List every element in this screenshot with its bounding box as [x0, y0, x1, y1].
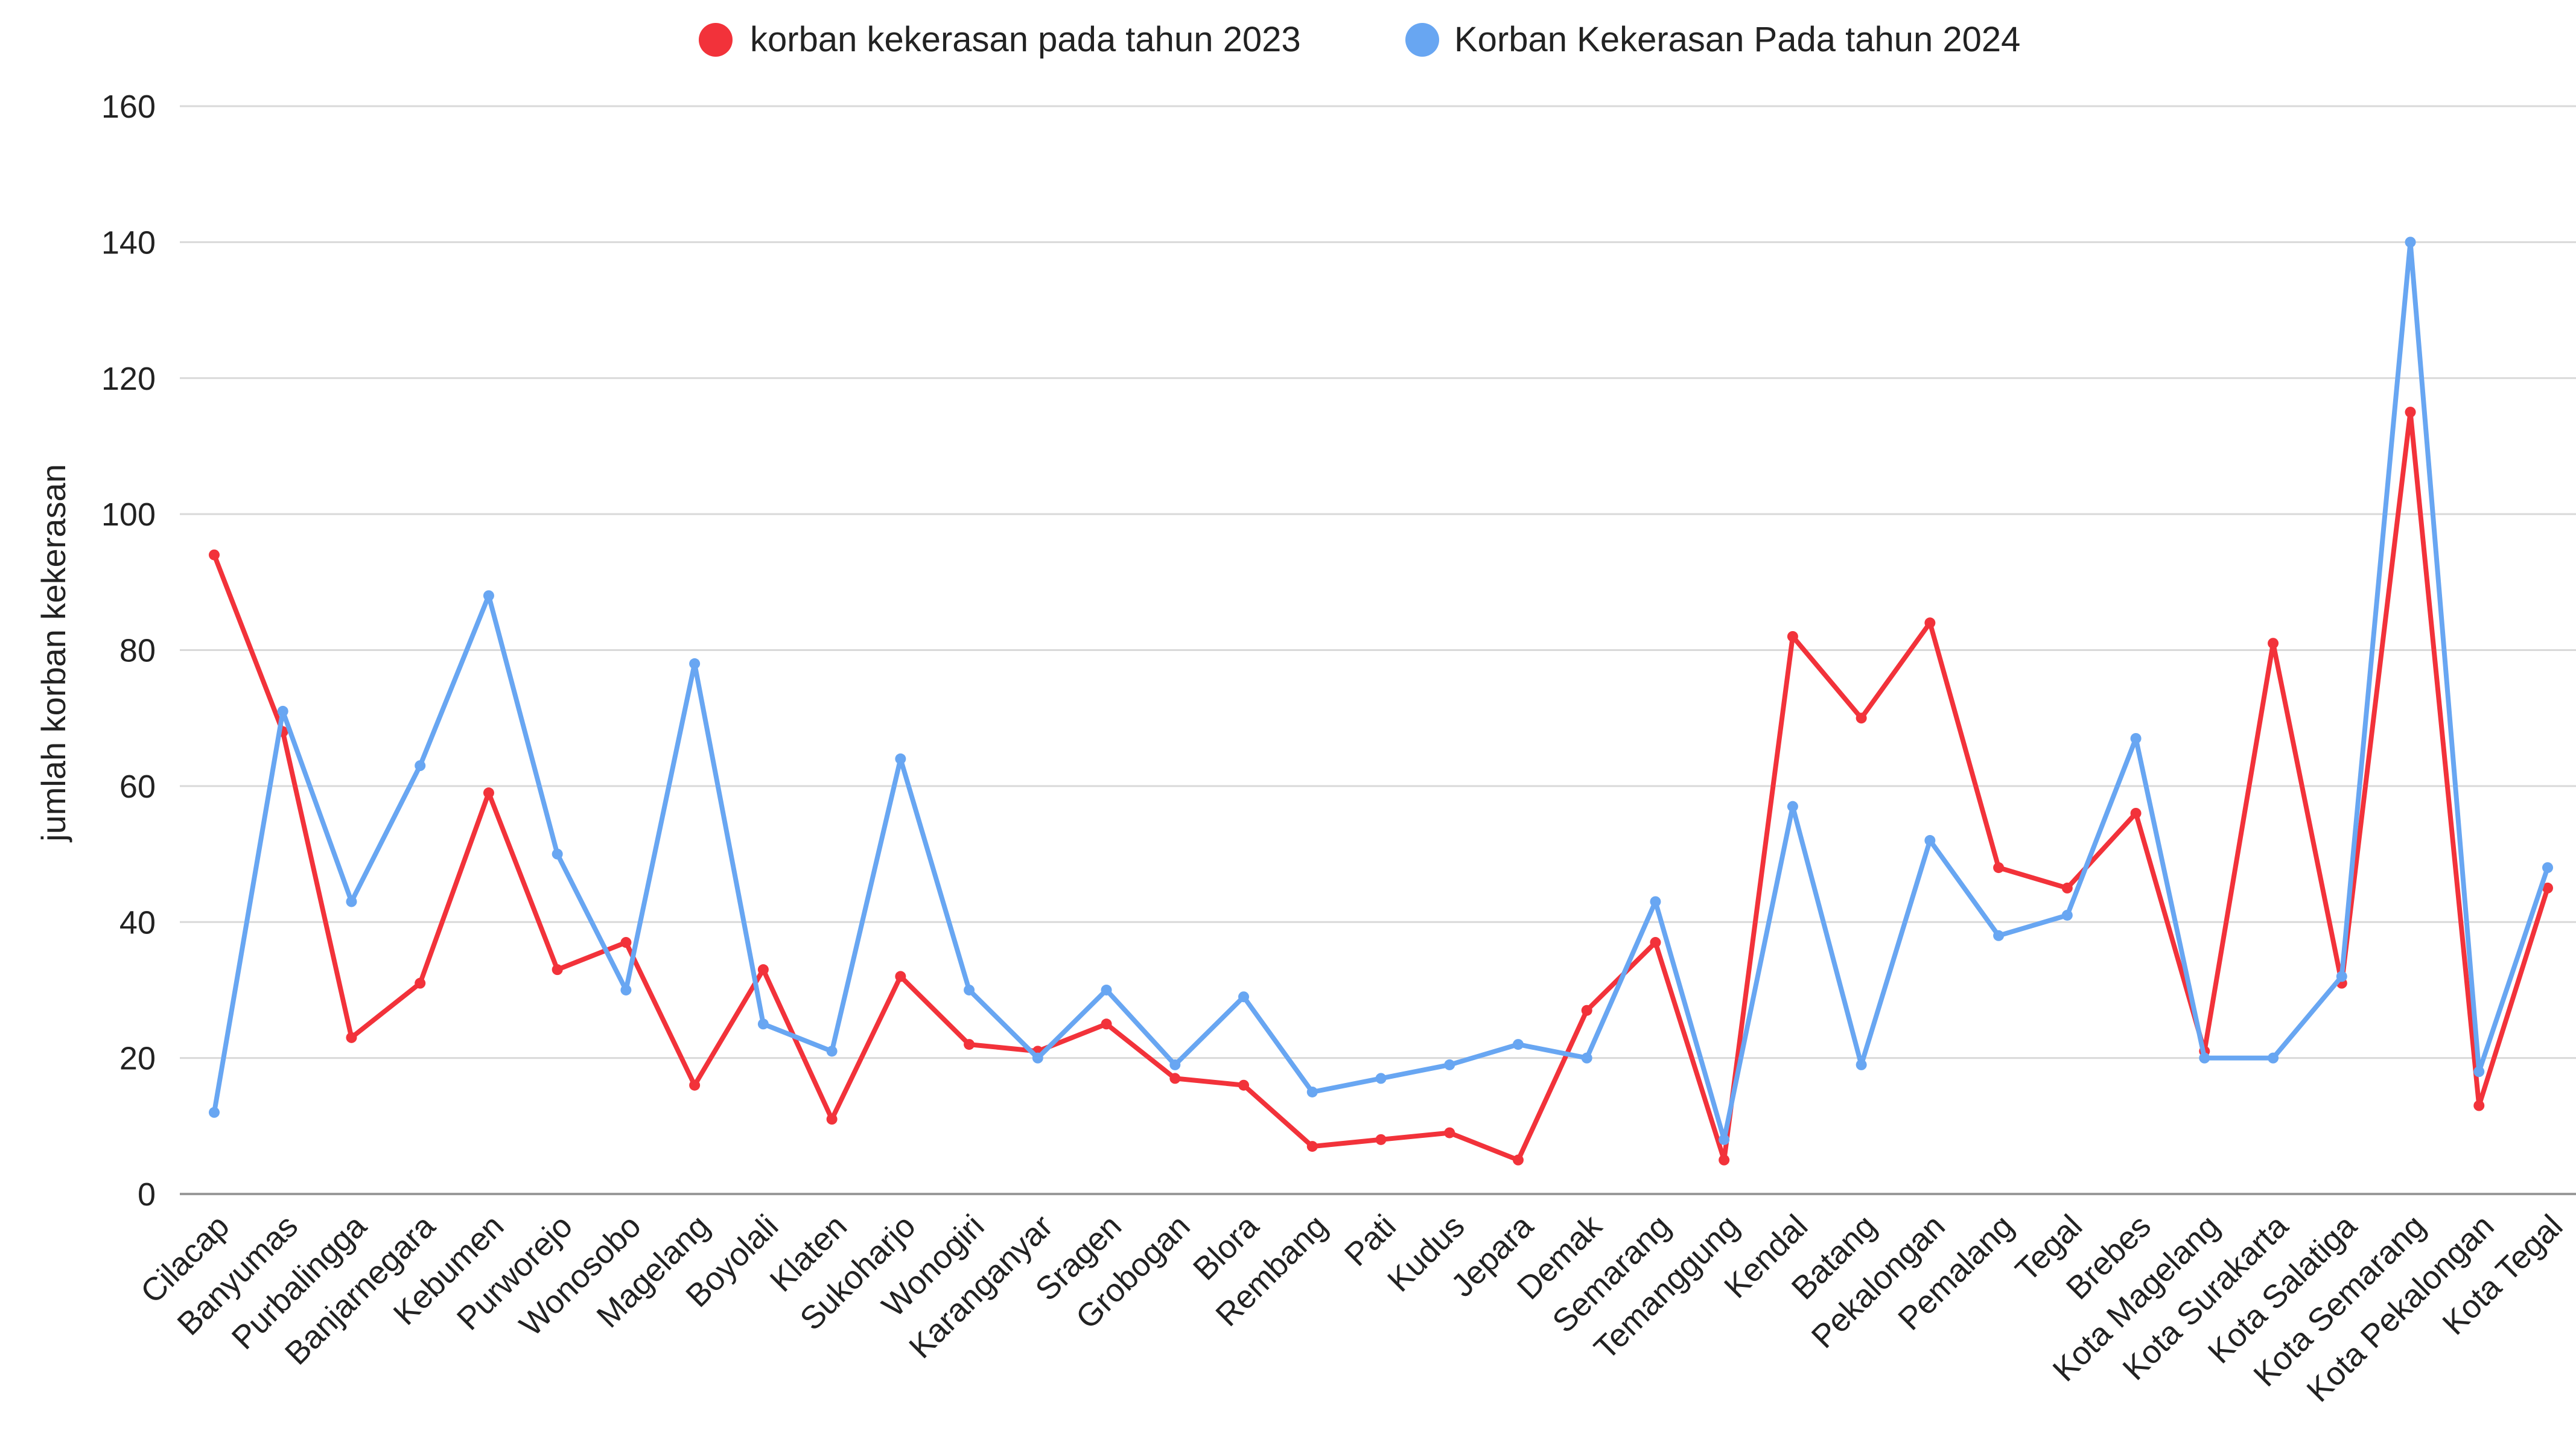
legend-marker-1 [699, 23, 733, 57]
data-point-2-kudus [1444, 1059, 1455, 1070]
data-point-2-wonogiri [964, 984, 975, 995]
data-point-1-semarang [1650, 937, 1661, 948]
data-point-2-banjarnegara [415, 760, 426, 772]
data-point-1-sukoharjo [895, 971, 906, 982]
data-point-1-cilacap [209, 549, 220, 560]
data-point-1-pemalang [1993, 862, 2005, 874]
data-point-2-kendal [1787, 801, 1798, 812]
data-point-1-kota-semarang [2405, 407, 2416, 418]
data-point-1-jepara [1512, 1154, 1524, 1166]
y-tick-label-80: 80 [119, 633, 156, 669]
data-point-2-kebumen [483, 590, 494, 602]
data-point-2-tegal [2061, 909, 2073, 921]
data-point-1-grobogan [1169, 1073, 1181, 1084]
legend-label-1: korban kekerasan pada tahun 2023 [750, 20, 1301, 59]
data-point-2-kota-pekalongan [2473, 1066, 2485, 1078]
data-point-2-temanggung [1719, 1134, 1730, 1145]
y-axis-ticks: 0 20 40 60 80 100 120 140 160 [101, 89, 156, 1213]
y-tick-label-0: 0 [138, 1176, 156, 1213]
data-point-2-batang [1856, 1059, 1867, 1070]
series-1 [209, 407, 2553, 1166]
data-point-1-kudus [1444, 1127, 1455, 1138]
data-point-1-boyolali [757, 964, 769, 976]
legend-label-2: Korban Kekerasan Pada tahun 2024 [1454, 20, 2020, 59]
data-point-1-sragen [1101, 1018, 1112, 1030]
series-line-2 [212, 240, 2550, 1142]
data-point-2-kota-tegal [2542, 862, 2553, 874]
data-point-1-brebes [2130, 807, 2142, 819]
data-point-2-boyolali [757, 1018, 769, 1030]
y-tick-label-60: 60 [119, 769, 156, 805]
data-point-2-purbalingga [346, 896, 357, 907]
data-point-2-kota-salatiga [2336, 971, 2347, 982]
data-point-2-kota-semarang [2405, 237, 2416, 248]
data-point-1-kebumen [483, 787, 494, 799]
legend-marker-2 [1405, 23, 1439, 57]
data-point-1-kendal [1787, 630, 1798, 642]
data-point-1-klaten [826, 1114, 838, 1125]
data-point-1-rembang [1306, 1141, 1318, 1152]
y-tick-label-100: 100 [101, 497, 156, 533]
data-point-2-demak [1581, 1052, 1592, 1064]
data-point-2-kota-surakarta [2268, 1052, 2279, 1064]
data-point-2-grobogan [1169, 1059, 1181, 1070]
data-point-2-semarang [1650, 896, 1661, 907]
data-point-2-klaten [826, 1046, 838, 1057]
data-point-1-batang [1856, 713, 1867, 724]
data-point-2-sragen [1101, 984, 1112, 995]
data-point-2-magelang [689, 658, 701, 670]
legend: korban kekerasan pada tahun 2023 Korban K… [699, 20, 2020, 59]
data-point-1-magelang [689, 1079, 701, 1091]
x-axis-ticks: CilacapBanyumasPurbalinggaBanjarnegaraKe… [134, 1207, 2570, 1409]
data-point-1-tegal [2061, 882, 2073, 894]
y-tick-label-140: 140 [101, 224, 156, 261]
series-layer [209, 237, 2553, 1166]
data-point-2-karanganyar [1032, 1052, 1043, 1064]
data-point-1-purworejo [552, 964, 563, 976]
data-point-1-kota-surakarta [2268, 638, 2279, 649]
y-tick-label-20: 20 [119, 1041, 156, 1077]
data-point-2-purworejo [552, 848, 563, 860]
data-point-2-sukoharjo [895, 753, 906, 764]
data-point-1-pekalongan [1924, 617, 1936, 629]
data-point-2-banyumas [277, 705, 288, 717]
y-tick-label-160: 160 [101, 89, 156, 125]
data-point-1-purbalingga [346, 1032, 357, 1043]
data-point-2-cilacap [209, 1107, 220, 1118]
data-point-1-pati [1375, 1134, 1387, 1145]
data-point-2-pati [1375, 1073, 1387, 1084]
data-point-2-jepara [1512, 1039, 1524, 1050]
data-point-1-banjarnegara [415, 977, 426, 989]
data-point-2-pekalongan [1924, 835, 1936, 846]
data-point-1-kota-tegal [2542, 882, 2553, 894]
y-tick-label-120: 120 [101, 361, 156, 397]
y-tick-label-40: 40 [119, 904, 156, 941]
data-point-1-kota-pekalongan [2473, 1100, 2485, 1111]
data-point-1-wonogiri [964, 1039, 975, 1050]
data-point-1-blora [1238, 1079, 1250, 1091]
series-2 [209, 237, 2553, 1145]
data-point-1-temanggung [1719, 1154, 1730, 1166]
data-point-2-wonosobo [620, 984, 632, 995]
data-point-1-wonosobo [620, 937, 632, 948]
data-point-2-blora [1238, 991, 1250, 1003]
data-point-2-rembang [1306, 1086, 1318, 1097]
y-axis-label: jumlah korban kekerasan [34, 464, 72, 843]
data-point-2-kota-magelang [2199, 1052, 2210, 1064]
data-point-2-brebes [2130, 732, 2142, 744]
data-point-2-pemalang [1993, 930, 2005, 941]
grid [180, 105, 2576, 1195]
data-point-1-demak [1581, 1005, 1592, 1016]
